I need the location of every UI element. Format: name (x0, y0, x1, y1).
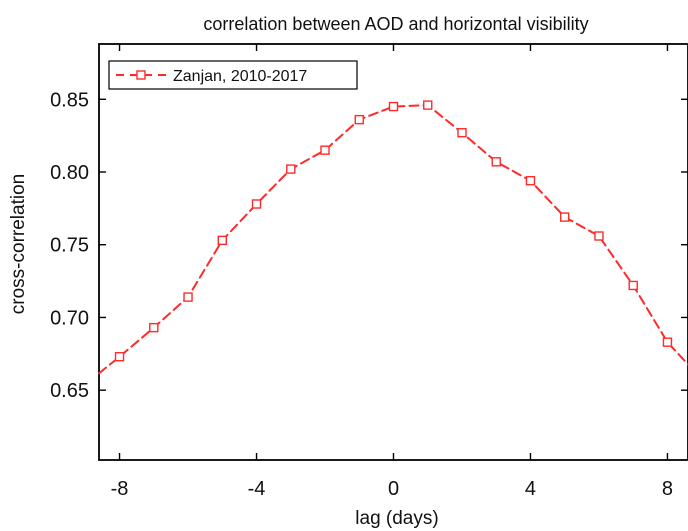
data-point-marker (251, 199, 262, 209)
x-axis-ticks: -8 -4 0 4 8 (111, 44, 673, 500)
data-point-marker (320, 145, 330, 155)
data-point-marker (388, 101, 399, 112)
data-point-marker (286, 164, 296, 174)
legend-marker-sample (136, 70, 146, 80)
data-point-marker (491, 157, 501, 167)
y-tick-label: 0.80 (50, 162, 89, 184)
data-point-marker (457, 128, 467, 138)
chart-title: correlation between AOD and horizontal v… (203, 14, 588, 34)
y-tick-label: 0.85 (50, 89, 89, 111)
data-point-marker (662, 337, 673, 347)
data-point-marker (217, 235, 227, 246)
x-tick-label: 0 (388, 478, 399, 500)
y-tick-label: 0.75 (50, 235, 89, 257)
y-axis-label: cross-correlation (8, 174, 29, 314)
x-tick-label: -8 (111, 478, 129, 500)
legend-series-label: Zanjan, 2010-2017 (173, 68, 307, 85)
x-axis-label: lag (days) (355, 508, 438, 529)
x-tick-label: 8 (662, 478, 673, 500)
x-tick-label: 4 (525, 478, 536, 500)
series-layer (98, 100, 688, 375)
data-point-marker (423, 100, 433, 110)
plot-frame (98, 43, 688, 461)
data-point-marker (525, 176, 536, 186)
data-point-marker (149, 322, 159, 333)
y-tick-label: 0.65 (50, 380, 89, 402)
x-tick-label: -4 (248, 478, 266, 500)
data-point-marker (354, 114, 364, 125)
legend: Zanjan, 2010-2017 (108, 60, 358, 90)
data-point-marker (114, 352, 125, 362)
data-point-marker (628, 280, 638, 291)
data-point-marker (183, 292, 193, 302)
data-point-marker (594, 231, 604, 241)
y-axis-ticks: 0.65 0.70 0.75 0.80 0.85 (50, 89, 688, 402)
y-tick-label: 0.70 (50, 307, 89, 329)
data-point-marker (560, 212, 570, 222)
